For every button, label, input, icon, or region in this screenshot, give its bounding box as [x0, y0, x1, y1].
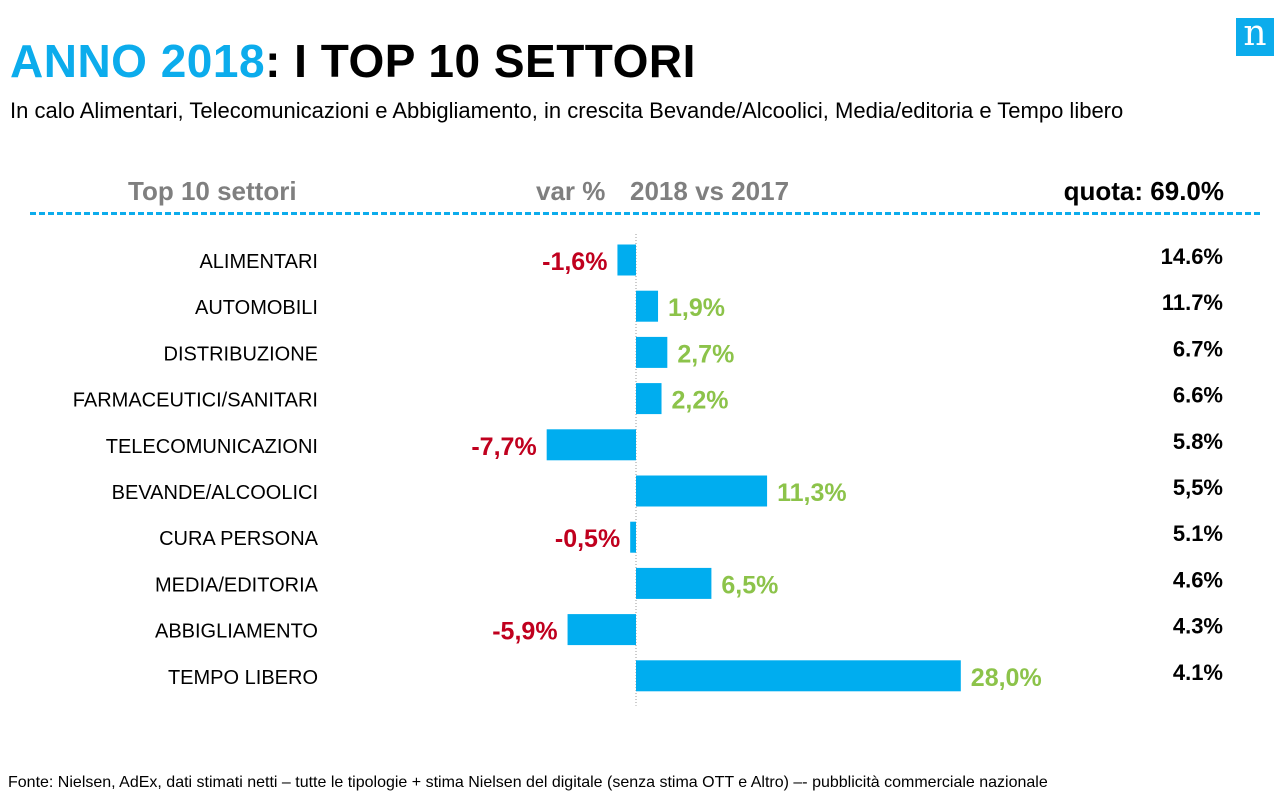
page-title: ANNO 2018: I TOP 10 SETTORI: [10, 34, 696, 88]
header-var: var %: [536, 176, 606, 206]
data-label: -0,5%: [555, 525, 620, 553]
category-label: CURA PERSONA: [159, 528, 319, 550]
quota-value: 4.6%: [1173, 567, 1223, 592]
category-label: AUTOMOBILI: [195, 297, 318, 319]
category-label: DISTRIBUZIONE: [164, 343, 318, 365]
bar: [636, 567, 712, 599]
page-subtitle: In calo Alimentari, Telecomunicazioni e …: [10, 98, 1124, 123]
data-label: 28,0%: [971, 664, 1042, 692]
header-years: 2018 vs 2017: [630, 176, 790, 206]
data-label: 11,3%: [777, 479, 847, 507]
quota-value: 4.1%: [1173, 660, 1223, 685]
category-label: FARMACEUTICI/SANITARI: [73, 390, 318, 412]
quota-value: 4.3%: [1173, 614, 1223, 639]
bar: [636, 475, 768, 507]
quota-value: 11.7%: [1162, 290, 1223, 315]
category-label: BEVANDE/ALCOOLICI: [112, 482, 318, 504]
title-rest: : I TOP 10 SETTORI: [265, 35, 696, 87]
data-label: -7,7%: [471, 433, 536, 461]
category-label: ABBIGLIAMENTO: [155, 621, 318, 643]
source-footer: Fonte: Nielsen, AdEx, dati stimati netti…: [8, 774, 1048, 791]
category-label: MEDIA/EDITORIA: [155, 574, 319, 596]
quota-value: 5.8%: [1173, 429, 1223, 454]
data-label: 1,9%: [668, 294, 725, 322]
data-label: -5,9%: [492, 618, 557, 646]
quota-value: 6.6%: [1173, 383, 1223, 408]
dashed-divider: [30, 212, 1260, 215]
data-label: 2,2%: [672, 387, 729, 415]
quota-value: 5,5%: [1173, 475, 1223, 500]
header-top-settori: Top 10 settori: [128, 176, 297, 206]
bar: [636, 660, 961, 692]
bar: [567, 614, 636, 646]
bar: [636, 383, 662, 415]
title-accent: ANNO 2018: [10, 35, 266, 87]
data-label: 2,7%: [677, 340, 734, 368]
bar: [636, 290, 659, 322]
category-label: TELECOMUNICAZIONI: [106, 436, 318, 458]
data-label: -1,6%: [542, 248, 607, 276]
bar: [630, 521, 636, 553]
bar: [546, 429, 636, 461]
quota-value: 5.1%: [1173, 521, 1223, 546]
bar: [636, 336, 668, 368]
category-label: ALIMENTARI: [199, 251, 318, 273]
data-label: 6,5%: [721, 571, 778, 599]
bar: [617, 244, 636, 276]
category-label: TEMPO LIBERO: [168, 667, 318, 689]
quota-value: 6.7%: [1173, 336, 1223, 361]
nielsen-logo: n: [1236, 16, 1274, 56]
quota-value: 14.6%: [1161, 244, 1223, 269]
header-quota: quota: 69.0%: [1063, 176, 1224, 206]
